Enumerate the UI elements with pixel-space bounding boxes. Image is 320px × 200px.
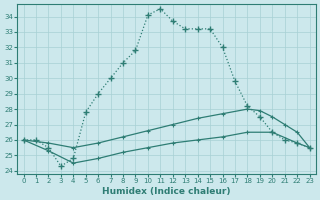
X-axis label: Humidex (Indice chaleur): Humidex (Indice chaleur) — [102, 187, 231, 196]
